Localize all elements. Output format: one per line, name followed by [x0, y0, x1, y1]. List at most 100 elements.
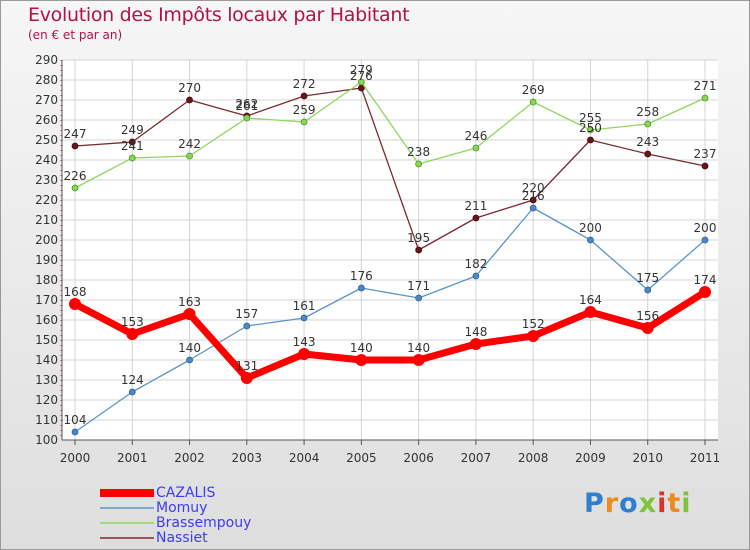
data-point-cazalis	[298, 348, 311, 360]
data-point-momuy	[186, 356, 193, 364]
y-tick-label: 160	[35, 313, 58, 327]
data-label-momuy: 140	[178, 341, 201, 355]
data-label-brassempouy: 261	[235, 99, 258, 113]
data-point-momuy	[357, 284, 365, 292]
data-point-momuy	[472, 272, 480, 280]
y-tick-label: 240	[35, 153, 58, 167]
data-point-cazalis	[699, 286, 711, 298]
data-label-momuy: 157	[235, 307, 258, 321]
x-tick-label: 2008	[518, 451, 549, 465]
data-point-cazalis	[183, 308, 196, 320]
data-label-nassiet: 243	[636, 135, 659, 149]
logo-letter: o	[619, 488, 639, 519]
x-tick-label: 2004	[289, 451, 320, 465]
legend-label-cazalis: CAZALIS	[156, 485, 216, 501]
data-point-brassempouy	[186, 152, 193, 160]
data-point-momuy	[644, 286, 652, 294]
data-label-cazalis: 131	[235, 359, 258, 373]
legend-label-nassiet: Nassiet	[156, 530, 208, 546]
y-tick-label: 200	[35, 233, 58, 247]
data-point-momuy	[701, 236, 709, 244]
data-label-nassiet: 249	[121, 123, 144, 137]
data-label-brassempouy: 241	[121, 139, 144, 153]
data-label-cazalis: 140	[407, 341, 430, 355]
data-point-brassempouy	[357, 78, 365, 86]
data-point-brassempouy	[71, 184, 79, 192]
data-label-momuy: 175	[636, 271, 659, 285]
data-point-cazalis	[69, 298, 81, 310]
data-point-brassempouy	[529, 98, 537, 106]
data-point-brassempouy	[587, 126, 594, 134]
x-tick-label: 2006	[403, 451, 434, 465]
y-tick-label: 120	[35, 393, 58, 407]
data-label-momuy: 200	[579, 221, 602, 235]
data-point-nassiet	[128, 138, 136, 146]
data-point-cazalis	[584, 306, 597, 318]
chart-subtitle: (en € et par an)	[28, 28, 123, 42]
data-label-nassiet: 270	[178, 81, 201, 95]
x-tick-label: 2000	[60, 451, 91, 465]
data-label-momuy: 104	[64, 413, 87, 427]
data-point-cazalis	[412, 354, 425, 366]
data-label-brassempouy: 271	[694, 79, 717, 93]
data-point-nassiet	[644, 150, 652, 158]
data-label-nassiet: 247	[64, 127, 87, 141]
data-point-momuy	[300, 314, 308, 322]
data-label-momuy: 176	[350, 269, 373, 283]
plot-area	[62, 60, 718, 440]
y-tick-label: 270	[35, 93, 58, 107]
logo-letter: P	[584, 488, 605, 519]
series-line-cazalis	[73, 289, 707, 382]
y-tick-label: 210	[35, 213, 58, 227]
y-tick-label: 280	[35, 73, 58, 87]
data-label-nassiet: 220	[522, 181, 545, 195]
data-point-brassempouy	[415, 160, 423, 168]
y-tick-label: 110	[35, 413, 58, 427]
data-label-cazalis: 153	[121, 315, 144, 329]
chart-title: Evolution des Impôts locaux par Habitant	[28, 4, 410, 26]
x-tick-label: 2007	[461, 451, 492, 465]
series-line-brassempouy	[74, 81, 706, 189]
proxiti-logo: Proxiti	[584, 488, 692, 519]
data-point-nassiet	[415, 246, 423, 254]
y-tick-label: 250	[35, 133, 58, 147]
legend-label-brassempouy: Brassempouy	[156, 515, 252, 531]
data-point-nassiet	[300, 92, 308, 100]
data-label-brassempouy: 258	[636, 105, 659, 119]
data-point-nassiet	[472, 214, 480, 222]
logo-letter: i	[681, 488, 692, 519]
data-point-cazalis	[641, 322, 654, 334]
data-label-nassiet: 272	[293, 77, 316, 91]
data-label-brassempouy: 269	[522, 83, 545, 97]
logo-letter: i	[657, 488, 668, 519]
data-label-cazalis: 174	[694, 273, 717, 287]
data-label-brassempouy: 226	[64, 169, 87, 183]
x-tick-label: 2001	[117, 451, 148, 465]
data-label-cazalis: 143	[293, 335, 316, 349]
data-label-cazalis: 140	[350, 341, 373, 355]
logo-letter: r	[604, 488, 620, 519]
data-label-nassiet: 276	[350, 69, 373, 83]
x-tick-label: 2005	[346, 451, 377, 465]
y-tick-label: 190	[35, 253, 58, 267]
data-label-cazalis: 164	[579, 293, 602, 307]
data-label-momuy: 200	[694, 221, 717, 235]
data-label-brassempouy: 242	[178, 137, 201, 151]
y-tick-label: 230	[35, 173, 58, 187]
data-point-momuy	[415, 294, 423, 302]
x-tick-label: 2002	[174, 451, 205, 465]
y-tick-label: 260	[35, 113, 58, 127]
data-label-nassiet: 195	[407, 231, 430, 245]
data-point-cazalis	[240, 372, 253, 384]
data-point-momuy	[243, 322, 251, 330]
y-tick-label: 100	[35, 433, 58, 447]
data-label-momuy: 182	[464, 257, 487, 271]
data-point-momuy	[529, 204, 537, 212]
series-line-nassiet	[74, 87, 706, 251]
data-point-brassempouy	[300, 118, 308, 126]
data-point-momuy	[128, 388, 136, 396]
data-point-brassempouy	[243, 114, 251, 122]
data-label-cazalis: 152	[522, 317, 545, 331]
x-tick-label: 2009	[575, 451, 606, 465]
data-label-brassempouy: 246	[464, 129, 487, 143]
